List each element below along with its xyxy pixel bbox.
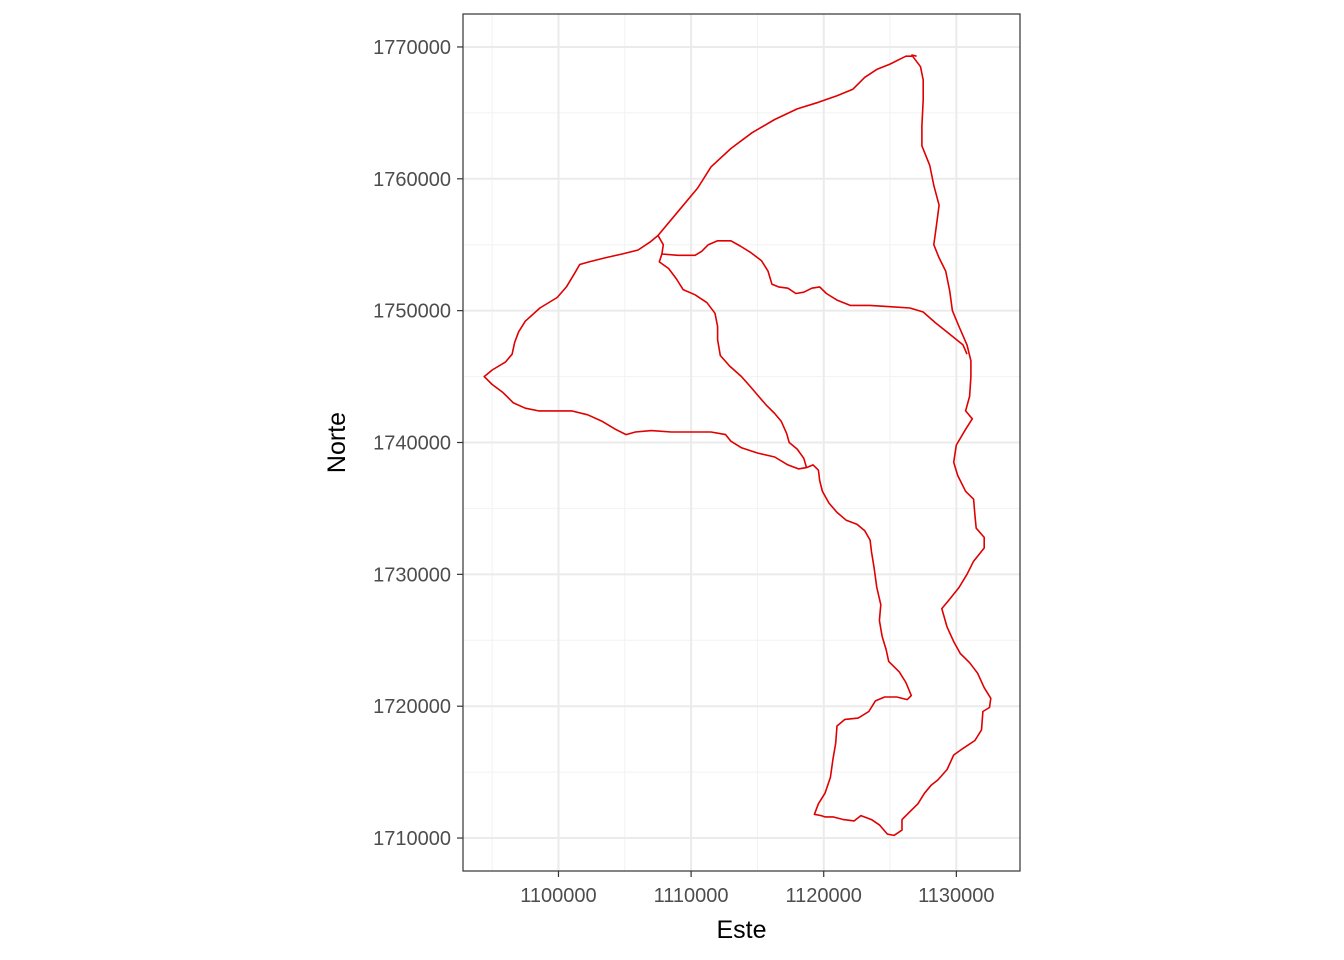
- y-tick-label: 1770000: [373, 37, 451, 59]
- grid-lines: [463, 14, 1020, 871]
- y-tick-label: 1750000: [373, 301, 451, 323]
- y-tick-label: 1730000: [373, 564, 451, 586]
- x-axis-ticks: 1100000 1110000 1120000 1130000: [520, 871, 995, 907]
- y-tick-label: 1720000: [373, 696, 451, 718]
- y-tick-label: 1760000: [373, 169, 451, 191]
- boundary-line-2: [657, 235, 968, 355]
- x-tick-label: 1120000: [786, 885, 862, 907]
- y-tick-label: 1710000: [373, 828, 451, 850]
- boundary-line-4: [911, 54, 917, 57]
- x-tick-label: 1100000: [520, 885, 596, 907]
- x-tick-label: 1110000: [654, 885, 729, 907]
- y-axis-title: Norte: [323, 412, 351, 473]
- y-axis-ticks: 1710000 1720000 1730000 1740000 1750000 17600…: [373, 37, 463, 850]
- boundary-line-3: [658, 253, 808, 468]
- x-axis-title: Este: [716, 916, 766, 944]
- x-tick-label: 1130000: [918, 885, 994, 907]
- y-tick-label: 1740000: [373, 433, 451, 455]
- boundary-lines: [483, 54, 992, 837]
- boundary-line-1: [483, 55, 992, 837]
